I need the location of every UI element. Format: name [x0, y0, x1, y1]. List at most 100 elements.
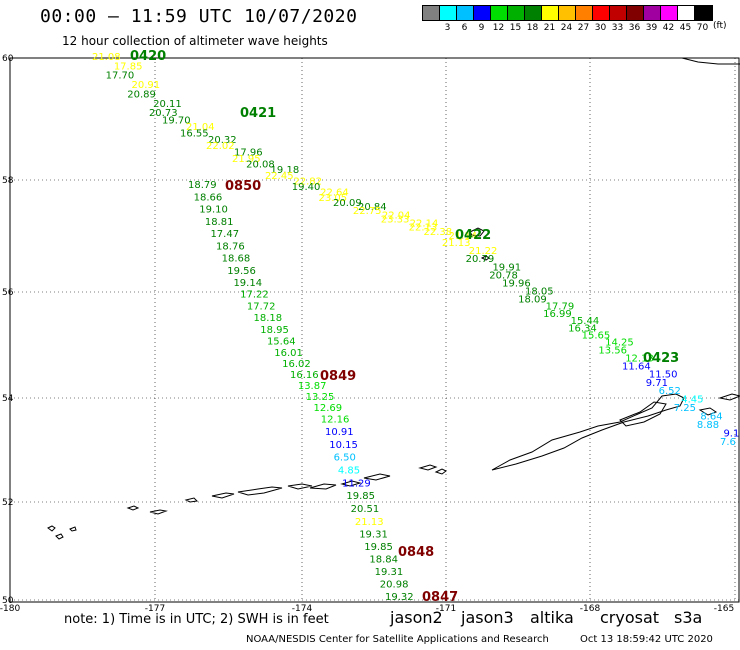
wave-height-value: 13.87: [298, 381, 327, 392]
wave-track-jason3-upper: 21.0817.8517.7020.9120.8920.1120.7319.70…: [92, 52, 740, 448]
track-time-label: 0848: [398, 545, 434, 560]
wave-height-value: 16.55: [180, 128, 209, 139]
wave-height-value: 13.56: [598, 345, 627, 356]
wave-height-value: 21.95: [232, 154, 261, 165]
legend-swatch: [627, 6, 644, 20]
wave-height-value: 21.14: [448, 231, 477, 242]
wave-height-value: 9.10: [723, 428, 740, 439]
wave-height-value: 20.98: [380, 580, 409, 591]
wave-height-value: 19.32: [385, 592, 414, 603]
legend-value: 21: [543, 23, 556, 33]
wave-height-value: 20.09: [333, 198, 362, 209]
wave-height-value: 19.85: [346, 491, 375, 502]
wave-height-value: 20.51: [351, 504, 380, 515]
legend-value: 33: [611, 23, 624, 33]
legend-value: 3: [444, 23, 451, 33]
legend-swatch: [610, 6, 627, 20]
coastline-alaska-peninsula: [491, 393, 685, 471]
coastline-east-islands: [698, 393, 740, 416]
wave-height-value: 8.88: [697, 420, 719, 431]
wave-height-value: 18.95: [260, 325, 289, 336]
legend-swatch: [508, 6, 525, 20]
wave-height-value: 15.44: [571, 316, 600, 327]
wave-height-value: 20.78: [489, 270, 518, 281]
coastline-aleutian-west: [47, 525, 77, 540]
wave-height-value: 18.09: [518, 295, 547, 306]
wave-height-value: 22.02: [206, 141, 235, 152]
legend-unit-label: (ft): [713, 21, 727, 31]
wave-height-value: 7.25: [674, 403, 696, 414]
wave-height-value: 10.15: [329, 440, 358, 451]
wave-height-value: 19.56: [227, 266, 256, 277]
wave-height-value: 15.65: [582, 330, 611, 341]
wave-height-value: 19.40: [292, 182, 321, 193]
legend-swatch: [695, 6, 712, 20]
legend-value: 24: [560, 23, 573, 33]
wave-height-value: 17.85: [114, 61, 143, 72]
coastline-mainland-ne: [681, 57, 740, 65]
wave-height-value: 19.10: [199, 205, 228, 216]
legend-value: 30: [594, 23, 607, 33]
wave-height-value: 19.14: [233, 278, 262, 289]
wave-height-value: 16.34: [568, 323, 597, 334]
legend-value: 18: [526, 23, 539, 33]
wave-height-value: 20.73: [149, 108, 178, 119]
wave-height-value: 19.85: [364, 542, 393, 553]
legend-altika: altika: [530, 608, 574, 627]
wave-height-value: 6.52: [659, 386, 681, 397]
wave-height-value: 21.08: [92, 52, 121, 63]
color-legend: 3 6 9 12 15 18 21 24 27 30 33 36 39 42 45 70: [422, 5, 713, 33]
footer-credit: NOAA/NESDIS Center for Satellite Applica…: [246, 634, 549, 645]
wave-height-value: 17.72: [247, 301, 276, 312]
wave-height-value: 22.64: [320, 187, 349, 198]
coastlines: [47, 57, 740, 540]
wave-height-value: 22.04: [382, 210, 411, 221]
track-time-label: 0422: [455, 228, 491, 243]
wave-height-value: 17.22: [240, 290, 269, 301]
legend-swatch: [474, 6, 491, 20]
coastline-aleutian-mid: [126, 483, 337, 515]
legend-label-row: 3 6 9 12 15 18 21 24 27 30 33 36 39 42 45 70: [422, 23, 713, 33]
lon-axis-label: -177: [145, 604, 165, 614]
legend-swatch: [576, 6, 593, 20]
lat-axis-label: 58: [2, 176, 14, 186]
wave-height-value: 15.64: [267, 337, 296, 348]
legend-swatch: [593, 6, 610, 20]
track-time-label: 0420: [130, 49, 166, 64]
lon-axis-label: -165: [714, 604, 734, 614]
axis-labels: 60 58 56 54 52 50-180 -177 -174 -171 -168 -165: [0, 54, 734, 614]
legend-cryosat: cryosat: [600, 608, 660, 627]
wave-height-value: 16.16: [290, 370, 319, 381]
page-title: 00:00 – 11:59 UTC 10/07/2020: [40, 6, 358, 27]
lon-axis-label: -168: [580, 604, 601, 614]
wave-height-value: 17.70: [106, 71, 135, 82]
wave-height-value: 21.13: [355, 517, 384, 528]
wave-height-value: 4.85: [338, 466, 360, 477]
wave-height-value: 23.33: [381, 214, 410, 225]
wave-height-value: 16.02: [282, 359, 311, 370]
coastline-aleutian-east: [340, 464, 447, 487]
legend-swatch: [457, 6, 474, 20]
wave-height-value: 6.50: [334, 453, 356, 464]
wave-height-value: 11.29: [342, 478, 371, 489]
wave-height-value: 22.45: [265, 171, 294, 182]
legend-value: 42: [662, 23, 675, 33]
legend-value: 70: [696, 23, 709, 33]
wave-height-value: 19.70: [162, 116, 191, 127]
wave-height-value: 11.64: [622, 362, 651, 373]
wave-height-value: 18.84: [369, 555, 398, 566]
wave-height-value: 21.04: [186, 122, 215, 133]
wave-height-value: 20.89: [127, 89, 156, 100]
wave-height-value: 7.6: [720, 437, 736, 448]
wave-height-value: 19.31: [359, 530, 388, 541]
lat-axis-label: 52: [2, 498, 13, 508]
wave-height-value: 18.66: [194, 192, 223, 203]
legend-value: 36: [628, 23, 641, 33]
wave-height-value: 20.11: [153, 99, 182, 110]
lat-axis-label: 56: [2, 288, 14, 298]
track-time-label: 0847: [422, 590, 458, 605]
track-time-label: 0850: [225, 179, 261, 194]
wave-height-value: 18.18: [254, 313, 283, 324]
